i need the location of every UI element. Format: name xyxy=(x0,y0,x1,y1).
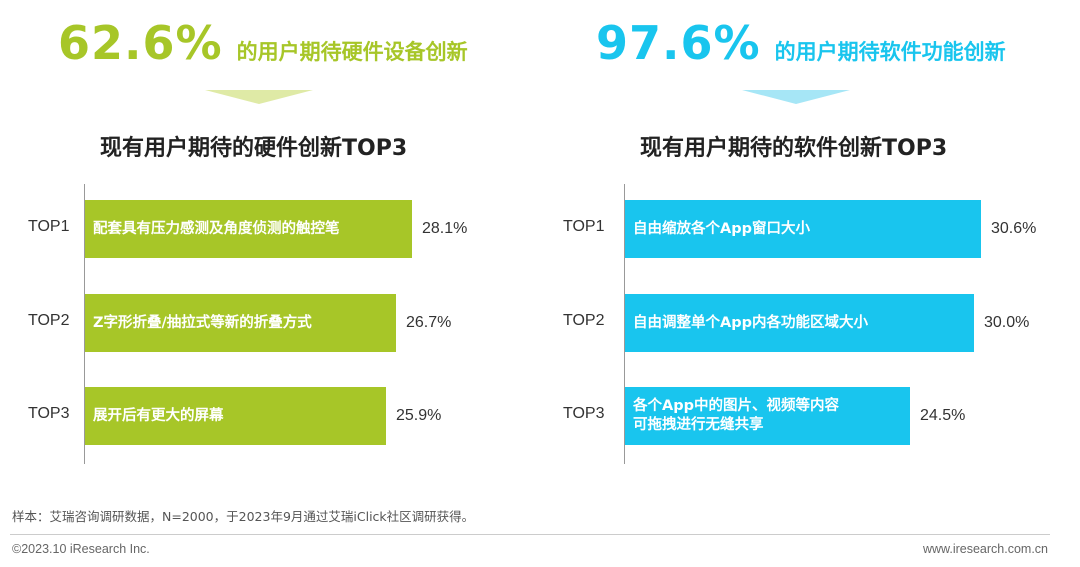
y-axis-line xyxy=(84,184,85,464)
footer-divider xyxy=(10,534,1050,535)
value-label: 25.9% xyxy=(396,407,442,424)
bar-top2: 自由调整单个App内各功能区域大小 xyxy=(625,294,974,352)
bar-label-line: 配套具有压力感测及角度侦测的触控笔 xyxy=(93,220,340,237)
bar-label-line: 自由缩放各个App窗口大小 xyxy=(633,220,810,237)
bar-label: 自由缩放各个App窗口大小 xyxy=(633,220,810,239)
hardware-headline-value: 62.6% xyxy=(58,16,223,70)
bar-label: 自由调整单个App内各功能区域大小 xyxy=(633,314,868,333)
value-label: 30.0% xyxy=(984,314,1030,331)
category-label-top2: TOP2 xyxy=(563,312,605,329)
category-label-top3: TOP3 xyxy=(563,405,605,422)
hardware-down-arrow-icon xyxy=(205,90,313,104)
bar-label-line: Z字形折叠/抽拉式等新的折叠方式 xyxy=(93,314,312,331)
footer-copyright: ©2023.10 iResearch Inc. xyxy=(12,542,150,556)
bar-label-line: 各个App中的图片、视频等内容 xyxy=(633,398,839,414)
hardware-chart-title: 现有用户期待的硬件创新TOP3 xyxy=(100,136,408,161)
bar-top3: 展开后有更大的屏幕 xyxy=(85,387,386,445)
software-headline-value: 97.6% xyxy=(596,16,761,70)
bar-label: Z字形折叠/抽拉式等新的折叠方式 xyxy=(93,314,312,333)
bar-label-line: 展开后有更大的屏幕 xyxy=(93,407,224,424)
value-label: 30.6% xyxy=(991,220,1037,237)
footer-website: www.iresearch.com.cn xyxy=(922,542,1048,556)
bar-label: 各个App中的图片、视频等内容 可拖拽进行无缝共享 xyxy=(633,397,839,435)
bar-label-line: 自由调整单个App内各功能区域大小 xyxy=(633,314,868,331)
sample-note: 样本：艾瑞咨询调研数据，N=2000，于2023年9月通过艾瑞iClick社区调… xyxy=(12,509,475,524)
software-chart-title: 现有用户期待的软件创新TOP3 xyxy=(640,136,948,161)
software-panel: 97.6% 的用户期待软件功能创新 现有用户期待的软件创新TOP3 TOP1 自由… xyxy=(540,0,1080,470)
software-headline-text: 的用户期待软件功能创新 xyxy=(774,40,1006,64)
value-label: 26.7% xyxy=(406,314,452,331)
value-label: 24.5% xyxy=(920,407,966,424)
bar-top3: 各个App中的图片、视频等内容 可拖拽进行无缝共享 xyxy=(625,387,910,445)
hardware-headline: 62.6% 的用户期待硬件设备创新 xyxy=(58,16,468,70)
hardware-panel: 62.6% 的用户期待硬件设备创新 现有用户期待的硬件创新TOP3 TOP1 配套… xyxy=(0,0,540,470)
category-label-top1: TOP1 xyxy=(28,218,70,235)
software-headline: 97.6% 的用户期待软件功能创新 xyxy=(596,16,1006,70)
category-label-top3: TOP3 xyxy=(28,405,70,422)
value-label: 28.1% xyxy=(422,220,468,237)
category-label-top2: TOP2 xyxy=(28,312,70,329)
bar-top1: 自由缩放各个App窗口大小 xyxy=(625,200,981,258)
y-axis-line xyxy=(624,184,625,464)
category-label-top1: TOP1 xyxy=(563,218,605,235)
hardware-headline-text: 的用户期待硬件设备创新 xyxy=(236,40,468,64)
software-down-arrow-icon xyxy=(742,90,850,104)
bar-top2: Z字形折叠/抽拉式等新的折叠方式 xyxy=(85,294,396,352)
bar-label: 展开后有更大的屏幕 xyxy=(93,407,224,426)
bar-label-line: 可拖拽进行无缝共享 xyxy=(633,417,764,433)
bar-top1: 配套具有压力感测及角度侦测的触控笔 xyxy=(85,200,412,258)
bar-label: 配套具有压力感测及角度侦测的触控笔 xyxy=(93,220,340,239)
